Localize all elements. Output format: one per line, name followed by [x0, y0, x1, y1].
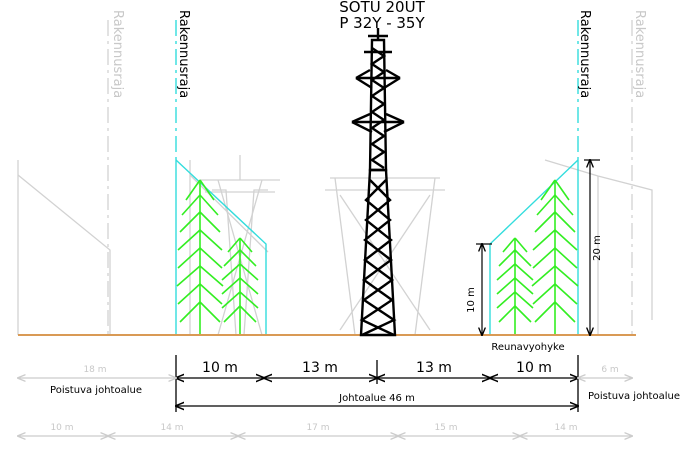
height-label-10m: 10 m [466, 287, 477, 313]
tree-tall-right [531, 179, 579, 335]
height-label-20m: 20 m [592, 235, 603, 261]
tree-small-left [221, 237, 259, 335]
building-limit-label-inner-right: Rakennusraja [577, 10, 592, 98]
dim-label-13m-left: 13 m [302, 360, 338, 376]
removed-zone-label-left: Poistuva johtoalue [50, 385, 142, 396]
removed-left-width: 18 m [83, 365, 106, 375]
dim-label-10m-left: 10 m [202, 360, 238, 376]
transmission-tower [351, 28, 405, 337]
bottom-dim-5: 14 m [554, 423, 577, 433]
removed-right-width: 6 m [601, 365, 618, 375]
building-limit-label-outer-left: Rakennusraja [110, 10, 125, 98]
corridor-total-label: Johtoalue 46 m [338, 393, 415, 404]
building-limit-lines [175, 20, 579, 160]
dim-label-13m-right: 13 m [416, 360, 452, 376]
dim-label-10m-right: 10 m [516, 360, 552, 376]
building-limit-label-inner-left: Rakennusraja [176, 10, 191, 98]
edge-zone-label: Reunavyohyke [491, 342, 564, 353]
tree-height-dimensions [476, 160, 600, 335]
header-line-2: P 32Y - 35Y [339, 14, 425, 32]
tree-small-right [496, 237, 534, 335]
bottom-dim-4: 15 m [434, 423, 457, 433]
header-line-1: SOTU 20UT [339, 0, 425, 16]
removed-zone-label-right: Poistuva johtoalue [588, 391, 680, 402]
bottom-dim-2: 14 m [160, 423, 183, 433]
bottom-dim-1: 10 m [50, 423, 73, 433]
building-limit-label-outer-right: Rakennusraja [632, 10, 647, 98]
bottom-dim-3: 17 m [306, 423, 329, 433]
tree-tall-left [176, 179, 224, 335]
